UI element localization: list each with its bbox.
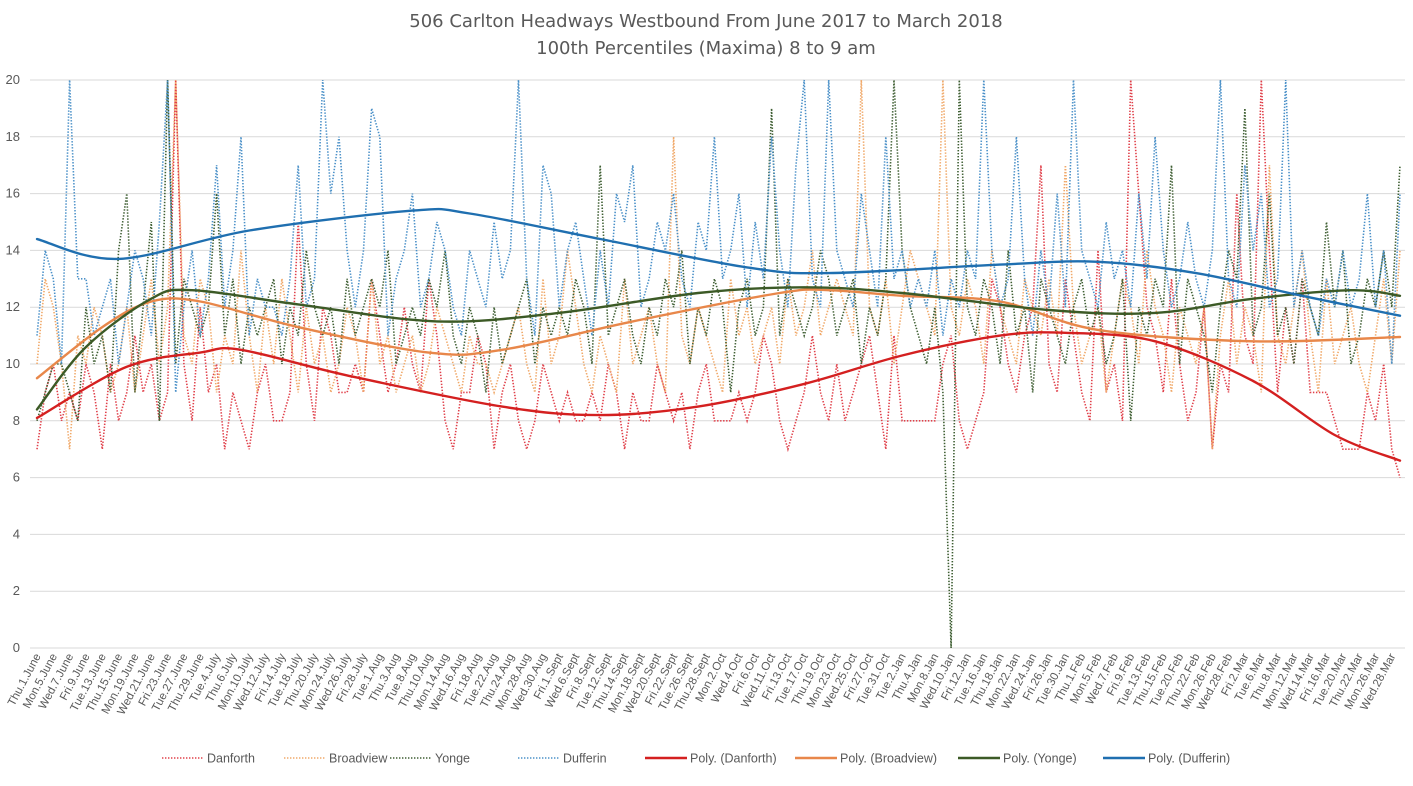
trendline-poly-yonge [35, 286, 1402, 411]
legend-item-poly-yonge[interactable]: Poly. (Yonge) [958, 752, 1077, 766]
legend-item-poly-broadview[interactable]: Poly. (Broadview) [795, 752, 937, 766]
legend-item-poly-danforth[interactable]: Poly. (Danforth) [645, 752, 777, 766]
gridlines [30, 79, 1405, 649]
legend-label: Poly. (Broadview) [840, 752, 937, 766]
legend-item-dufferin[interactable]: Dufferin [518, 752, 607, 766]
y-tick-label: 12 [6, 299, 20, 314]
series-layer [35, 79, 1402, 649]
y-tick-label: 0 [13, 640, 20, 655]
trendline-poly-broadview [35, 288, 1402, 380]
y-tick-label: 14 [6, 242, 20, 257]
trendline-poly-danforth [35, 331, 1402, 462]
y-tick-label: 6 [13, 470, 20, 485]
y-tick-label: 8 [13, 413, 20, 428]
y-tick-label: 16 [6, 186, 20, 201]
legend-label: Danforth [207, 752, 255, 766]
legend-label: Poly. (Yonge) [1003, 752, 1077, 766]
y-tick-label: 10 [6, 356, 20, 371]
chart-subtitle: 100th Percentiles (Maxima) 8 to 9 am [536, 38, 876, 59]
legend-item-danforth[interactable]: Danforth [162, 752, 255, 766]
legend-item-yonge[interactable]: Yonge [390, 752, 470, 766]
trendline-poly-dufferin [35, 207, 1402, 317]
series-line-dufferin [36, 79, 1401, 393]
series-line-broadview [36, 79, 1401, 450]
legend-item-poly-dufferin[interactable]: Poly. (Dufferin) [1103, 752, 1230, 766]
legend-label: Dufferin [563, 752, 607, 766]
chart-title: 506 Carlton Headways Westbound From June… [409, 11, 1002, 32]
legend-label: Broadview [329, 752, 388, 766]
series-line-danforth [36, 79, 1401, 478]
y-tick-label: 20 [6, 72, 20, 87]
legend: Danforth Broadview Yonge Dufferin Poly. (Dan… [162, 752, 1230, 766]
legend-label: Poly. (Danforth) [690, 752, 777, 766]
y-tick-label: 4 [13, 526, 20, 541]
legend-item-broadview[interactable]: Broadview [284, 752, 388, 766]
legend-label: Poly. (Dufferin) [1148, 752, 1230, 766]
y-tick-label: 18 [6, 129, 20, 144]
x-axis: Thu.1.JuneMon.5.JuneWed.7.JuneFri.9.June… [6, 651, 1399, 717]
y-axis: 0 2 4 6 8 10 12 14 16 18 20 [6, 72, 20, 655]
legend-label: Yonge [435, 752, 470, 766]
series-line-yonge [36, 79, 1401, 649]
y-tick-label: 2 [13, 583, 20, 598]
